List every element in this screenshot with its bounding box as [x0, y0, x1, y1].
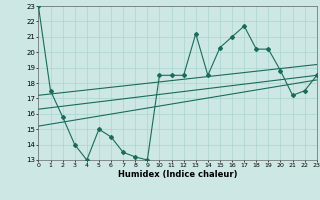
X-axis label: Humidex (Indice chaleur): Humidex (Indice chaleur): [118, 170, 237, 179]
